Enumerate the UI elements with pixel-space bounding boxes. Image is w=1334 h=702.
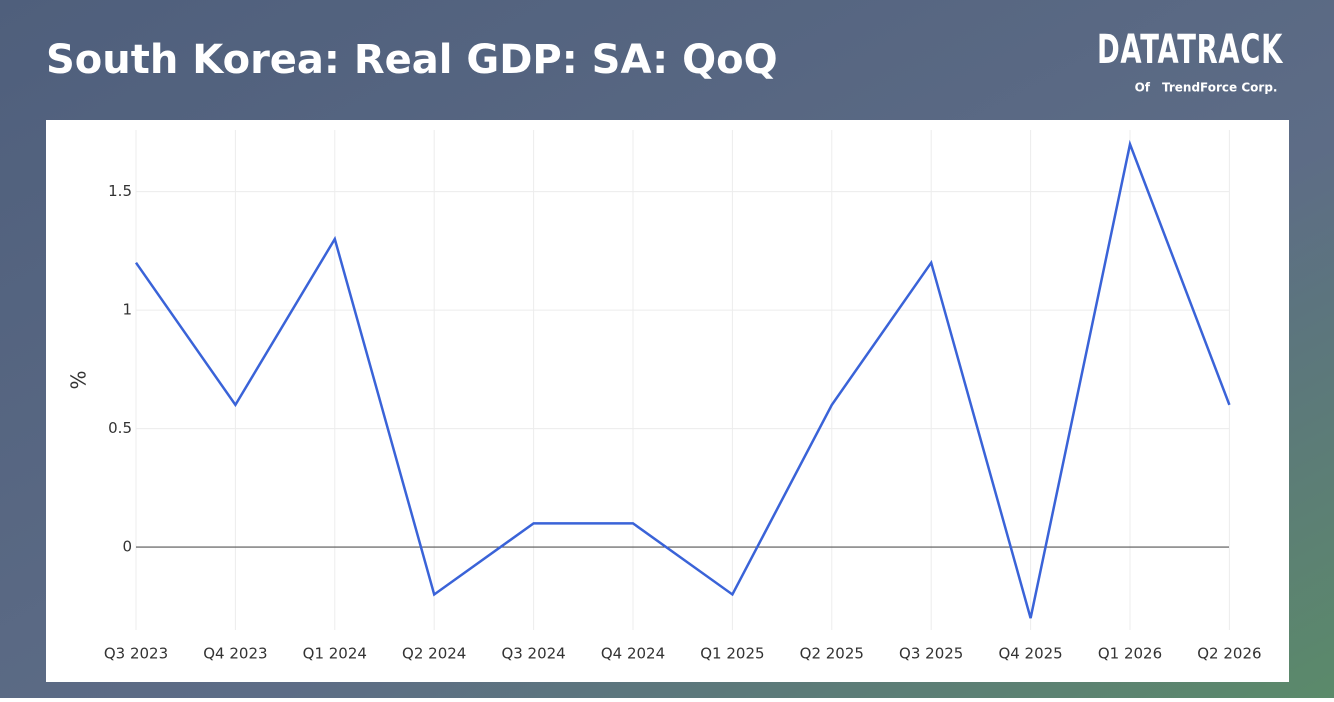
y-tick-label: 0.5 xyxy=(108,419,132,437)
y-tick-label: 0 xyxy=(122,538,132,556)
y-tick-label: 1.5 xyxy=(108,182,132,200)
plot-panel xyxy=(46,120,1289,682)
data-line xyxy=(134,139,1231,619)
x-tick-label: Q1 2026 xyxy=(1098,645,1162,663)
x-tick-label: Q4 2025 xyxy=(998,645,1062,663)
logo-company: TrendForce Corp. xyxy=(1162,81,1277,95)
plot: 0 0.5 1 1.5 Q3 2023 Q4 2023 Q1 2024 Q2 2024 Q3 2… xyxy=(104,130,1262,663)
x-tick-label: Q3 2025 xyxy=(899,645,963,663)
x-tick-label: Q4 2023 xyxy=(203,645,267,663)
x-tick-label: Q3 2024 xyxy=(501,645,565,663)
logo-brand: DATATRACK xyxy=(1097,27,1284,73)
x-tick-label: Q4 2024 xyxy=(601,645,665,663)
chart-title: South Korea: Real GDP: SA: QoQ xyxy=(46,37,778,83)
x-tick-label: Q2 2025 xyxy=(800,645,864,663)
x-tick-label: Q1 2025 xyxy=(700,645,764,663)
x-tick-label: Q2 2024 xyxy=(402,645,466,663)
x-tick-label: Q1 2024 xyxy=(303,645,367,663)
y-axis-label: % xyxy=(67,370,91,389)
y-tick-label: 1 xyxy=(122,301,132,319)
logo-of: Of xyxy=(1135,81,1151,95)
x-tick-label: Q3 2023 xyxy=(104,645,168,663)
x-tick-label: Q2 2026 xyxy=(1197,645,1261,663)
